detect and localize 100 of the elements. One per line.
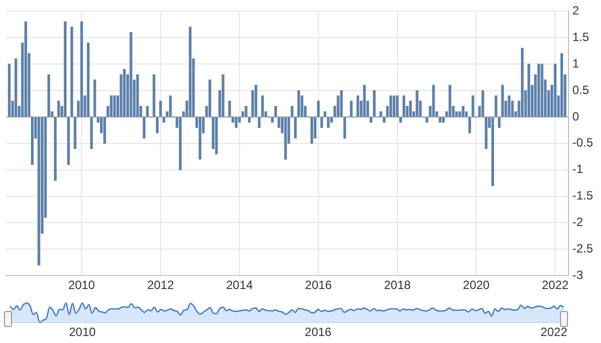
- bar: [234, 117, 238, 128]
- bar: [494, 95, 498, 117]
- bar: [370, 117, 372, 123]
- bar: [74, 117, 76, 150]
- y-tick-label: -0.5: [572, 136, 594, 150]
- x-tick-label: 2022: [540, 325, 568, 340]
- bar: [284, 117, 287, 160]
- bar: [501, 84, 504, 117]
- bar: [30, 117, 34, 165]
- y-tick-label: 1.5: [572, 30, 590, 44]
- bar: [261, 95, 264, 117]
- y-tick-label: -3: [572, 268, 584, 282]
- bar: [290, 106, 294, 117]
- bar: [363, 84, 366, 117]
- x-tick-label: 2010: [68, 325, 96, 340]
- x-tick-label: 2014: [226, 278, 254, 292]
- bar: [294, 117, 297, 138]
- bar: [215, 117, 218, 154]
- bar: [438, 117, 442, 123]
- bar: [67, 117, 70, 165]
- bar: [86, 42, 90, 117]
- bar: [409, 100, 412, 117]
- y-tick-label: -2.5: [572, 241, 594, 256]
- bar: [142, 117, 146, 138]
- y-tick-label: 1: [572, 56, 580, 70]
- bar: [343, 117, 346, 138]
- bar: [208, 80, 212, 117]
- y-tick-label: -1: [572, 162, 584, 176]
- bar: [491, 117, 494, 186]
- bar: [372, 90, 376, 117]
- bar: [162, 117, 166, 123]
- bar: [159, 100, 162, 117]
- y-tick-label: -1.5: [572, 188, 594, 203]
- bar: [540, 64, 544, 117]
- x-tick-label: 2012: [147, 278, 174, 292]
- bar: [80, 21, 83, 117]
- bar: [416, 90, 418, 117]
- bar: [340, 90, 343, 117]
- bar: [310, 117, 314, 144]
- bar: [520, 48, 524, 117]
- bar: [426, 117, 428, 123]
- bar: [169, 95, 172, 117]
- bar: [537, 64, 540, 117]
- bar: [498, 117, 501, 128]
- x-tick-label: 2016: [304, 325, 332, 340]
- bar: [350, 100, 353, 117]
- bar: [8, 64, 11, 117]
- bar: [57, 100, 60, 117]
- bar: [356, 95, 360, 117]
- bar: [198, 117, 202, 160]
- y-tick-label: 0.5: [572, 82, 590, 97]
- bar: [254, 84, 258, 117]
- bar: [178, 117, 182, 170]
- bar: [554, 64, 556, 117]
- bar: [528, 64, 530, 117]
- bar: [152, 74, 156, 117]
- bar: [136, 74, 139, 117]
- bar: [392, 95, 396, 117]
- x-tick-label: 2016: [305, 278, 332, 292]
- bar: [14, 58, 18, 117]
- y-tick-label: 2: [572, 4, 580, 18]
- x-tick-label: 2022: [542, 278, 569, 292]
- bar: [103, 117, 106, 144]
- bar: [396, 95, 399, 117]
- bar: [123, 69, 126, 117]
- y-tick-label: 0: [572, 109, 580, 124]
- bar: [560, 53, 564, 117]
- bar: [248, 117, 251, 123]
- bar: [70, 26, 74, 117]
- bar: [448, 84, 452, 117]
- bar: [508, 95, 510, 117]
- bar: [110, 95, 113, 117]
- bar: [156, 117, 159, 134]
- bar: [130, 32, 132, 117]
- bar: [432, 84, 435, 117]
- x-tick-label: 2010: [68, 278, 96, 292]
- y-tick-label: -2: [572, 215, 584, 230]
- bar: [317, 100, 320, 117]
- bar: [389, 95, 392, 117]
- bar: [442, 117, 445, 123]
- bar: [188, 26, 192, 117]
- bar: [382, 117, 386, 123]
- bar: [462, 106, 464, 117]
- bar: [380, 111, 382, 117]
- x-tick-label: 2018: [384, 278, 411, 292]
- bar: [90, 117, 93, 150]
- bar: [320, 117, 324, 128]
- bar: [54, 117, 57, 181]
- bar: [228, 100, 231, 117]
- bar: [113, 95, 116, 117]
- bar: [472, 95, 474, 117]
- bar: [244, 106, 248, 117]
- bar: [24, 21, 28, 117]
- bar: [222, 74, 224, 117]
- bar: [258, 117, 261, 128]
- bar: [324, 111, 326, 117]
- bar: [468, 117, 471, 134]
- bar: [481, 90, 484, 117]
- bar: [326, 117, 330, 128]
- bar: [274, 106, 277, 117]
